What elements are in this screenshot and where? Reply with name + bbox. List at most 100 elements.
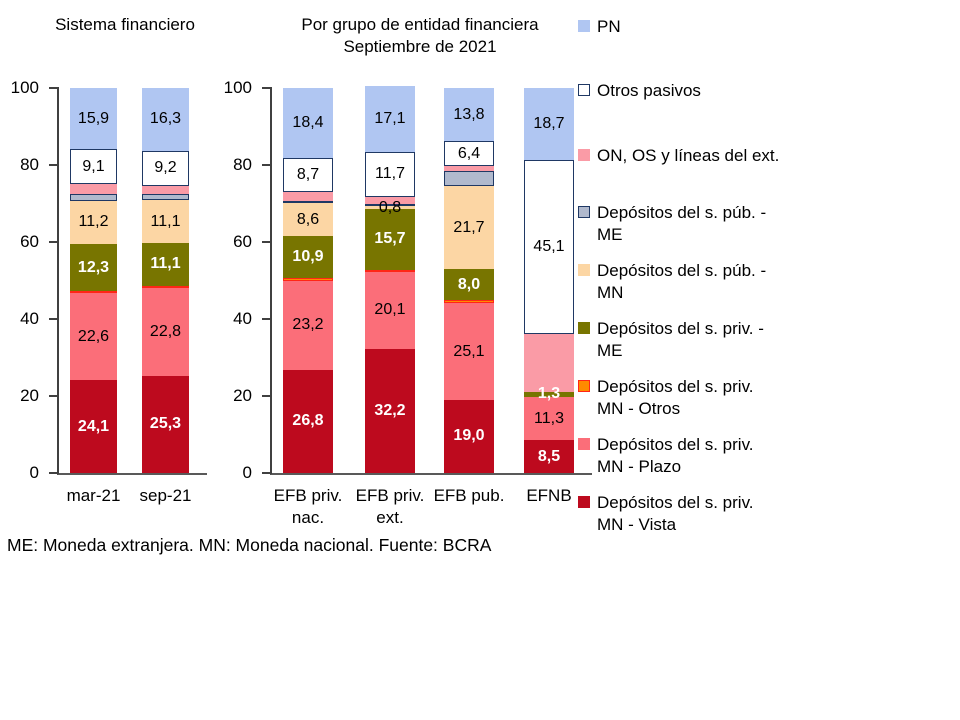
segment-value-label: 20,1 bbox=[374, 301, 406, 319]
segment-value-label: 26,8 bbox=[292, 412, 324, 430]
segment-otros bbox=[444, 300, 494, 304]
y-tick-label: 100 bbox=[223, 78, 252, 97]
segment-otros_pasivos: 6,4 bbox=[444, 141, 494, 166]
legend-item-mn_pub: Depósitos del s. púb. - MN bbox=[578, 260, 766, 304]
y-tick-label: 0 bbox=[242, 463, 252, 482]
segment-value-label: 12,3 bbox=[77, 258, 110, 276]
segment-otros_pasivos: 9,1 bbox=[70, 149, 117, 185]
y-tick-label: 20 bbox=[233, 386, 252, 405]
segment-value-label: 18,7 bbox=[533, 115, 565, 133]
y-tick-label: 100 bbox=[10, 78, 39, 97]
segment-value-label: 15,7 bbox=[374, 230, 406, 248]
legend-swatch-otros bbox=[578, 380, 590, 392]
segment-plazo: 22,8 bbox=[142, 287, 189, 376]
legend-item-otros: Depósitos del s. priv. MN - Otros bbox=[578, 376, 754, 420]
segment-value-label: 13,8 bbox=[453, 105, 485, 123]
segment-value-label: 11,1 bbox=[150, 212, 181, 230]
legend-swatch-on_os bbox=[578, 149, 590, 161]
segment-value-label: 45,1 bbox=[533, 237, 565, 255]
legend-label: Depósitos del s. púb. - MN bbox=[597, 261, 767, 302]
legend-item-plazo: Depósitos del s. priv. MN - Plazo bbox=[578, 434, 754, 478]
y-axis-tick bbox=[49, 318, 59, 320]
segment-value-label: 21,7 bbox=[453, 218, 485, 236]
x-category-label: mar-21 bbox=[66, 486, 121, 505]
segment-mn_pub: 11,2 bbox=[70, 200, 117, 244]
segment-pn: 17,1 bbox=[365, 85, 415, 152]
legend-label: Depósitos del s. priv. MN - Vista bbox=[597, 493, 754, 534]
y-tick-label: 60 bbox=[20, 232, 39, 251]
segment-value-label: 11,2 bbox=[78, 213, 109, 231]
y-tick-label: 40 bbox=[233, 309, 252, 328]
segment-value-label: 22,8 bbox=[149, 322, 182, 340]
segment-me_pub bbox=[142, 193, 189, 201]
y-axis-tick bbox=[262, 318, 272, 320]
legend-swatch-pn bbox=[578, 20, 590, 32]
y-tick-label: 80 bbox=[233, 155, 252, 174]
y-axis-tick bbox=[262, 472, 272, 474]
segment-vista: 25,3 bbox=[142, 375, 189, 473]
legend-label: Depósitos del s. priv. MN - Otros bbox=[597, 377, 754, 418]
segment-me_pub bbox=[70, 193, 117, 201]
segment-me_priv: 1,3 bbox=[524, 386, 574, 402]
segment-value-label: 15,9 bbox=[77, 109, 110, 127]
y-tick-label: 40 bbox=[20, 309, 39, 328]
legend-label: PN bbox=[597, 17, 621, 36]
segment-plazo: 22,6 bbox=[70, 293, 117, 381]
segment-pn: 15,9 bbox=[70, 87, 117, 150]
legend-label: Depósitos del s. priv. - ME bbox=[597, 319, 764, 360]
segment-value-label: 25,3 bbox=[149, 415, 182, 433]
segment-value-label: 8,0 bbox=[457, 275, 481, 293]
bar-efb-priv-ext-: 32,2 20,1 15,7 0,8 11,7 17,1 bbox=[365, 85, 415, 473]
y-axis-tick bbox=[262, 395, 272, 397]
legend-item-me_pub: Depósitos del s. púb. - ME bbox=[578, 202, 766, 246]
segment-on_os bbox=[70, 184, 117, 194]
segment-pn: 18,7 bbox=[524, 88, 574, 161]
legend-item-vista: Depósitos del s. priv. MN - Vista bbox=[578, 492, 754, 536]
segment-otros bbox=[283, 278, 333, 281]
segment-mn_pub: 21,7 bbox=[444, 185, 494, 270]
segment-value-label: 8,6 bbox=[296, 210, 320, 228]
legend-swatch-me_priv bbox=[578, 322, 590, 334]
segment-otros_pasivos: 8,7 bbox=[283, 158, 333, 192]
legend-swatch-plazo bbox=[578, 438, 590, 450]
segment-otros_pasivos: 45,1 bbox=[524, 160, 574, 334]
segment-me_pub bbox=[283, 201, 333, 204]
plot-sistema-financiero: 0 20 40 60 80 100 24,1 22,6 12,3 11,2 9,1 15,9 mar-2… bbox=[11, 78, 207, 505]
segment-value-label: 11,3 bbox=[534, 409, 564, 427]
legend-swatch-me_pub bbox=[578, 206, 590, 218]
bar-efb-pub-: 19,0 25,1 8,0 21,7 6,4 13,8 bbox=[444, 88, 494, 473]
segment-value-label: 6,4 bbox=[457, 144, 481, 162]
segment-value-label: 25,1 bbox=[453, 342, 485, 360]
segment-me_priv: 10,9 bbox=[283, 236, 333, 279]
segment-value-label: 8,5 bbox=[537, 447, 561, 465]
y-axis-tick bbox=[49, 472, 59, 474]
segment-value-label: 16,3 bbox=[149, 110, 182, 128]
y-tick-label: 60 bbox=[233, 232, 252, 251]
segment-on_os bbox=[444, 165, 494, 172]
legend-item-on_os: ON, OS y líneas del ext. bbox=[578, 145, 779, 167]
segment-otros_pasivos: 9,2 bbox=[142, 150, 189, 187]
segment-me_pub bbox=[365, 204, 415, 207]
segment-otros bbox=[365, 269, 415, 272]
segment-value-label: 17,1 bbox=[374, 109, 406, 127]
segment-value-label: 11,7 bbox=[375, 165, 405, 183]
legend-item-pn: PN bbox=[578, 16, 621, 38]
segment-value-label: 10,9 bbox=[292, 248, 324, 266]
segment-value-label: 32,2 bbox=[374, 402, 406, 420]
segment-value-label: 23,2 bbox=[292, 316, 324, 334]
chart-title-sistema-financiero: Sistema financiero bbox=[55, 15, 195, 34]
segment-mn_pub: 11,1 bbox=[142, 200, 189, 244]
segment-value-label: 9,2 bbox=[154, 159, 177, 177]
segment-otros bbox=[142, 285, 189, 288]
y-axis-tick bbox=[49, 395, 59, 397]
chart-title-por-grupo: Por grupo de entidad financiera Septiembr… bbox=[301, 15, 539, 56]
x-category-label: EFB priv. ext. bbox=[355, 486, 425, 527]
y-tick-label: 0 bbox=[29, 463, 39, 482]
bar-efnb: 8,5 11,3 1,3 45,1 18,7 bbox=[524, 88, 574, 473]
segment-vista: 24,1 bbox=[70, 380, 117, 473]
segment-plazo: 23,2 bbox=[283, 280, 333, 370]
segment-me_priv: 11,1 bbox=[142, 243, 189, 286]
segment-on_os bbox=[142, 186, 189, 194]
bar-efb-priv-nac-: 26,8 23,2 10,9 8,6 8,7 18,4 bbox=[283, 87, 333, 473]
